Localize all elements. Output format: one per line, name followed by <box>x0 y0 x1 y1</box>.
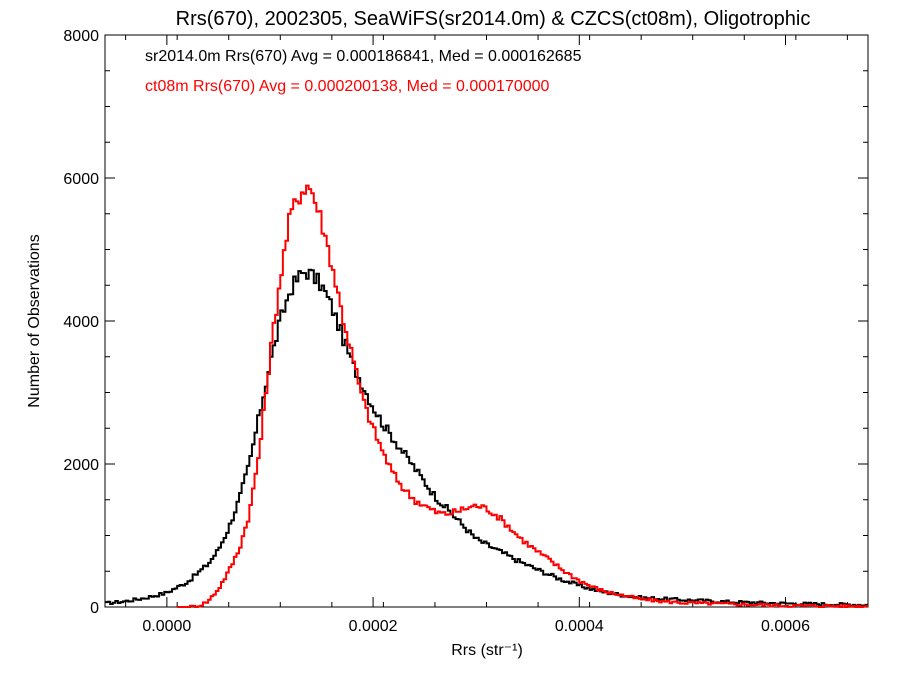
annotation-black: sr2014.0m Rrs(670) Avg = 0.000186841, Me… <box>145 48 582 65</box>
chart-title: Rrs(670), 2002305, SeaWiFS(sr2014.0m) & … <box>176 8 811 30</box>
y-tick-label: 4000 <box>63 314 99 331</box>
series-sr2014-line <box>105 268 868 608</box>
axis-ticks: 0.0000 0.0002 0.0004 0.0006 0 2000 4000 6000 800… <box>63 28 868 635</box>
x-tick-label: 0.0006 <box>761 618 810 635</box>
series-ct08m-line <box>177 184 868 608</box>
y-tick-label: 0 <box>90 600 99 617</box>
y-tick-label: 2000 <box>63 457 99 474</box>
plot-frame <box>104 34 869 608</box>
x-tick-label: 0.0004 <box>555 618 604 635</box>
y-tick-label: 8000 <box>63 28 99 45</box>
x-tick-label: 0.0000 <box>142 618 191 635</box>
annotation-red: ct08m Rrs(670) Avg = 0.000200138, Med = … <box>145 78 550 95</box>
y-tick-label: 6000 <box>63 171 99 188</box>
y-axis-label: Number of Observations <box>26 234 43 407</box>
series-group <box>105 184 868 608</box>
x-tick-label: 0.0002 <box>349 618 398 635</box>
x-axis-label: Rrs (str⁻¹) <box>451 642 523 659</box>
